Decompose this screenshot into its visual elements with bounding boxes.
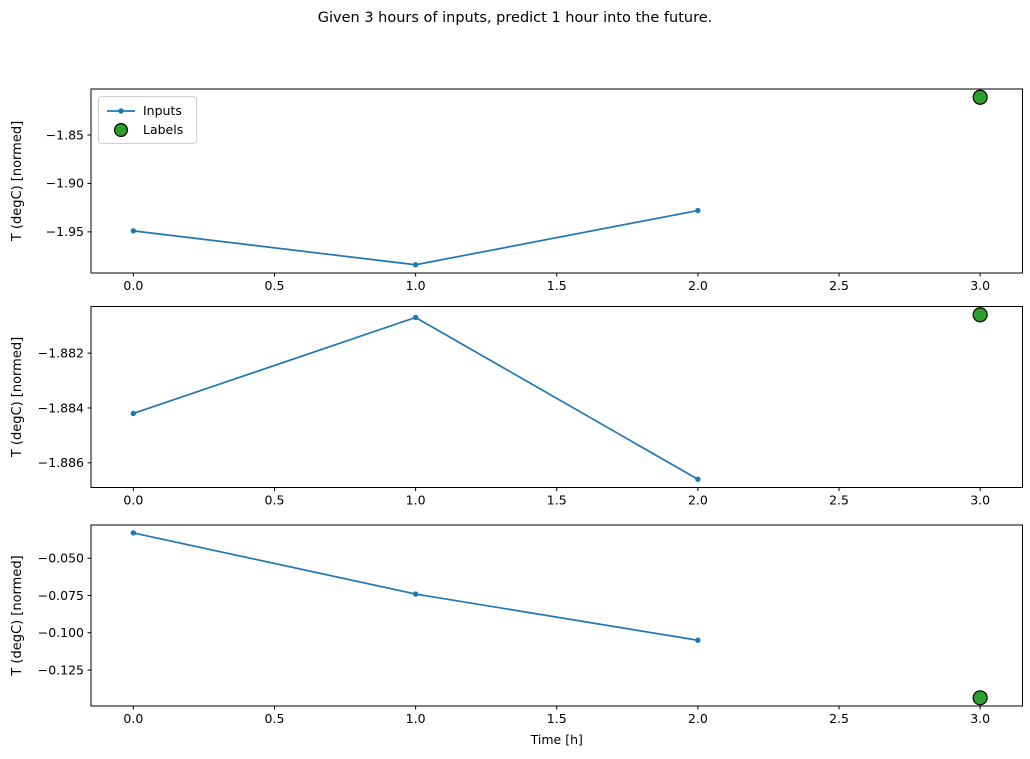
legend: Inputs Labels xyxy=(98,96,197,144)
y-tick-label: −0.100 xyxy=(38,625,84,640)
labels-marker xyxy=(972,89,988,105)
x-tick-label: 1.5 xyxy=(547,278,567,293)
inputs-marker xyxy=(412,314,419,321)
inputs-line xyxy=(133,209,699,266)
inputs-marker xyxy=(695,637,701,643)
labels-circle-icon xyxy=(106,122,136,138)
x-tick-label: 1.0 xyxy=(406,493,426,508)
y-tick-label: −1.884 xyxy=(38,400,84,415)
inputs-line xyxy=(133,532,699,642)
x-tick-label: 2.5 xyxy=(829,711,849,726)
y-tick-label: −0.125 xyxy=(38,662,84,677)
labels-marker xyxy=(972,690,988,706)
x-tick-label: 2.0 xyxy=(688,711,708,726)
y-axis-label: T (degC) [normed] xyxy=(10,337,25,458)
y-axis-label: T (degC) [normed] xyxy=(10,121,25,242)
inputs-marker xyxy=(695,476,701,482)
y-tick-label: −1.85 xyxy=(46,127,84,142)
labels-marker xyxy=(972,307,988,323)
x-tick-label: 1.0 xyxy=(406,711,426,726)
y-tick-label: −1.886 xyxy=(38,455,84,470)
axes-frame xyxy=(90,524,1023,707)
figure-title: Given 3 hours of inputs, predict 1 hour … xyxy=(317,10,713,26)
x-tick-label: 0.0 xyxy=(123,278,143,293)
inputs-marker xyxy=(412,591,419,597)
y-tick-label: −1.882 xyxy=(38,345,84,360)
axes-frame xyxy=(90,306,1023,488)
y-axis-label: T (degC) [normed] xyxy=(10,555,25,676)
inputs-marker xyxy=(130,530,137,536)
legend-inputs-dot xyxy=(118,107,124,114)
axes-frame xyxy=(90,88,1023,274)
x-tick-label: 0.0 xyxy=(123,711,143,726)
inputs-line xyxy=(133,316,699,481)
inputs-marker xyxy=(130,228,137,234)
x-tick-label: 3.0 xyxy=(970,711,990,726)
x-tick-label: 1.5 xyxy=(547,493,567,508)
legend-item-inputs: Inputs xyxy=(106,101,188,120)
y-tick-label: −0.075 xyxy=(38,588,84,603)
x-tick-label: 1.5 xyxy=(547,711,567,726)
legend-item-labels: Labels xyxy=(106,120,188,139)
x-tick-label: 0.5 xyxy=(265,711,285,726)
y-tick-label: −0.050 xyxy=(38,551,84,566)
y-tick-label: −1.90 xyxy=(46,176,84,191)
subplot-2: 0.0 0.5 1.0 1.5 2.0 2.5 3.0 −1.882 −1.884 −1.886 T… xyxy=(10,306,1023,508)
x-tick-label: 3.0 xyxy=(970,493,990,508)
x-tick-label: 2.5 xyxy=(829,278,849,293)
inputs-line-marker-icon xyxy=(106,106,136,116)
x-tick-label: 0.0 xyxy=(123,493,143,508)
subplot-1: 0.0 0.5 1.0 1.5 2.0 2.5 3.0 −1.85 −1.90 −1.95 T (d… xyxy=(10,88,1023,293)
x-tick-label: 0.5 xyxy=(265,493,285,508)
subplot-3: 0.0 0.5 1.0 1.5 2.0 2.5 3.0 −0.050 −0.075 −0.100 −… xyxy=(10,524,1023,747)
x-tick-label: 0.5 xyxy=(265,278,285,293)
inputs-marker xyxy=(695,207,701,214)
x-axis-label: Time [h] xyxy=(530,732,583,747)
x-tick-label: 3.0 xyxy=(970,278,990,293)
inputs-marker xyxy=(412,262,419,268)
legend-label-labels: Labels xyxy=(143,122,184,137)
x-tick-label: 2.5 xyxy=(829,493,849,508)
x-tick-label: 2.0 xyxy=(688,278,708,293)
legend-labels-circle xyxy=(113,122,129,137)
x-tick-label: 2.0 xyxy=(688,493,708,508)
y-tick-label: −1.95 xyxy=(46,224,84,239)
x-tick-label: 1.0 xyxy=(406,278,426,293)
legend-label-inputs: Inputs xyxy=(143,103,182,118)
inputs-marker xyxy=(130,410,137,417)
